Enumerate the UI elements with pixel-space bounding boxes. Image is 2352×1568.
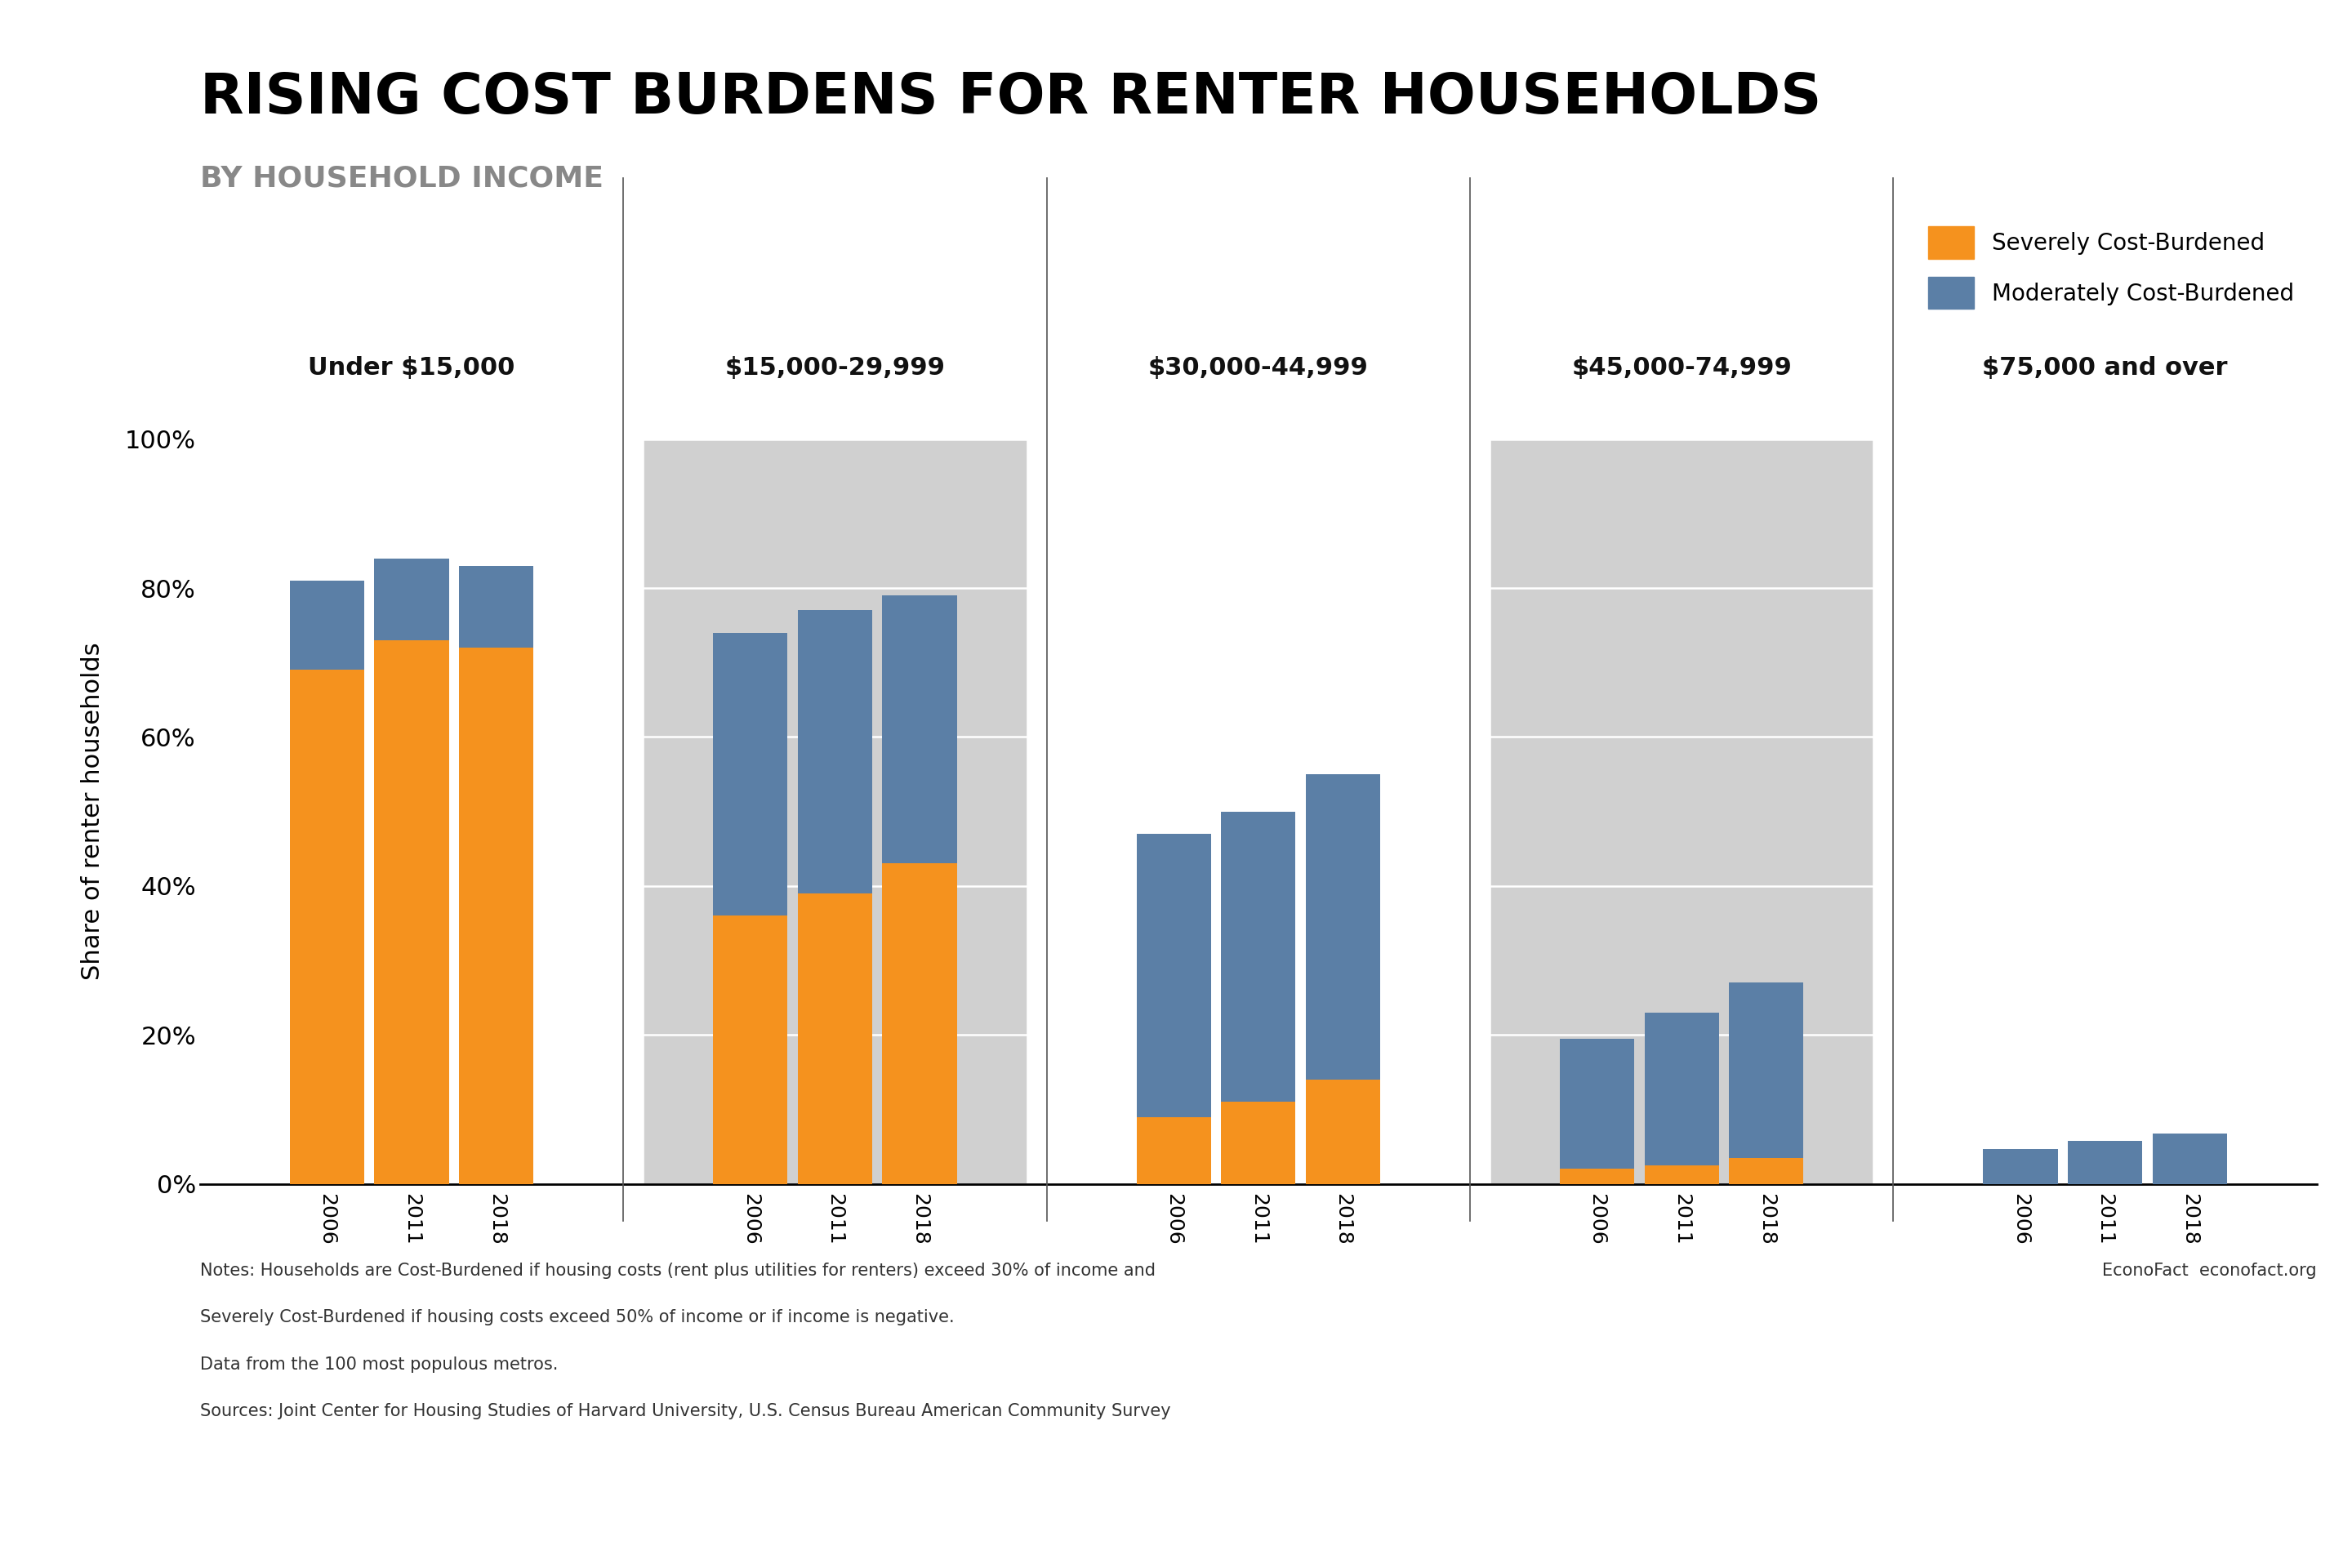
Text: EconoFact  econofact.org: EconoFact econofact.org (2103, 1262, 2317, 1278)
Text: $30,000-44,999: $30,000-44,999 (1148, 356, 1369, 379)
Bar (882, 864, 957, 1184)
Text: $75,000 and over: $75,000 and over (1983, 356, 2227, 379)
Bar (289, 670, 365, 1184)
Text: BY HOUSEHOLD INCOME: BY HOUSEHOLD INCOME (200, 165, 604, 193)
Bar (797, 894, 873, 1184)
Bar (2067, 1140, 2143, 1184)
Bar (1729, 1157, 1804, 1184)
Y-axis label: Share of renter households: Share of renter households (80, 643, 103, 980)
Bar (374, 640, 449, 1184)
Bar (289, 580, 365, 670)
Bar (1491, 439, 1872, 1184)
Bar (2152, 1134, 2227, 1184)
Bar (644, 439, 1025, 1184)
Bar (1644, 1165, 1719, 1184)
Text: Under $15,000: Under $15,000 (308, 356, 515, 379)
Bar (882, 596, 957, 864)
Bar (459, 566, 534, 648)
Text: $45,000-74,999: $45,000-74,999 (1571, 356, 1792, 379)
Bar (1136, 1116, 1211, 1184)
Bar (713, 633, 788, 916)
Bar (1559, 1170, 1635, 1184)
Text: $15,000-29,999: $15,000-29,999 (724, 356, 946, 379)
Text: Sources: Joint Center for Housing Studies of Harvard University, U.S. Census Bur: Sources: Joint Center for Housing Studie… (200, 1403, 1171, 1419)
Bar (459, 648, 534, 1184)
Bar (1983, 1149, 2058, 1184)
Bar (1136, 834, 1211, 1116)
Bar (1559, 1038, 1635, 1170)
Text: Severely Cost-Burdened if housing costs exceed 50% of income or if income is neg: Severely Cost-Burdened if housing costs … (200, 1309, 955, 1325)
Bar (1305, 1080, 1381, 1184)
Bar (713, 916, 788, 1184)
Bar (1305, 775, 1381, 1080)
Text: Data from the 100 most populous metros.: Data from the 100 most populous metros. (200, 1356, 557, 1372)
Bar (374, 558, 449, 640)
Bar (1221, 1102, 1296, 1184)
Bar (797, 610, 873, 894)
Bar (1221, 812, 1296, 1102)
Legend: Severely Cost-Burdened, Moderately Cost-Burdened: Severely Cost-Burdened, Moderately Cost-… (1917, 215, 2305, 320)
Bar (1729, 983, 1804, 1157)
Text: RISING COST BURDENS FOR RENTER HOUSEHOLDS: RISING COST BURDENS FOR RENTER HOUSEHOLD… (200, 71, 1820, 125)
Bar (1644, 1013, 1719, 1165)
Text: Notes: Households are Cost-Burdened if housing costs (rent plus utilities for re: Notes: Households are Cost-Burdened if h… (200, 1262, 1155, 1278)
